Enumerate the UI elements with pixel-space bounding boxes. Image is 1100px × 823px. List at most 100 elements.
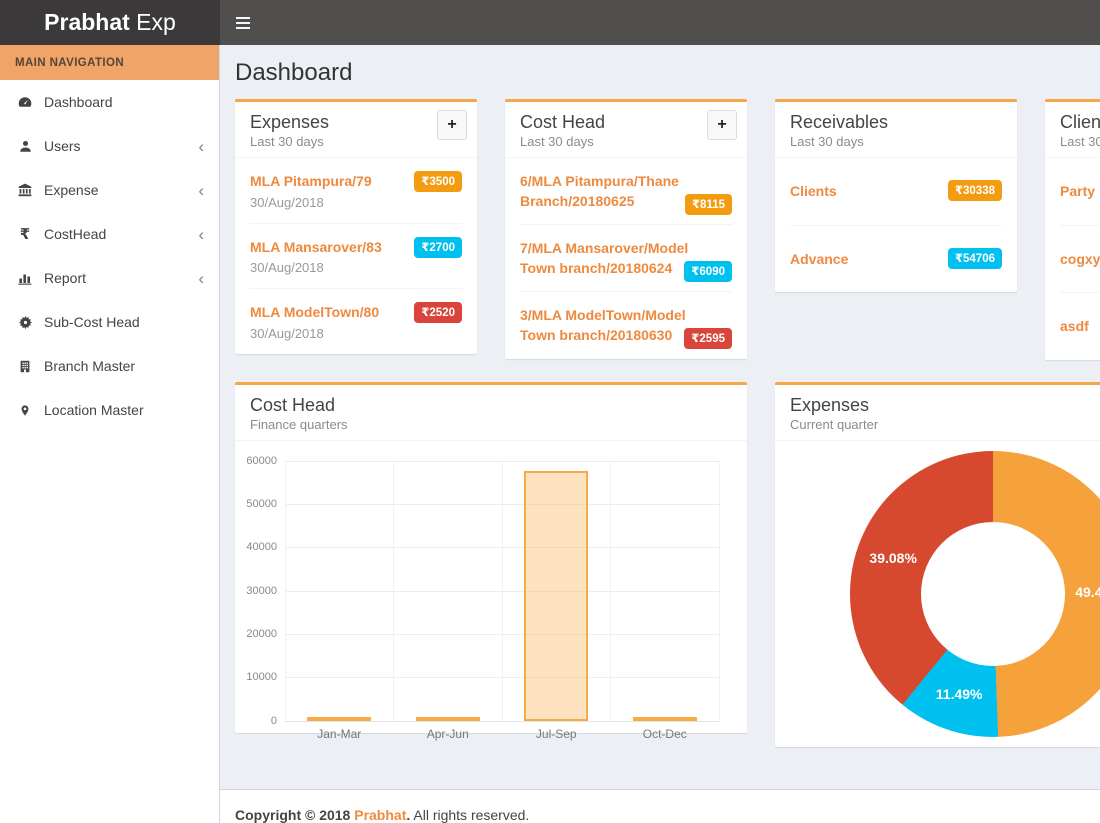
- list-item: asdf: [1060, 293, 1100, 360]
- item-link[interactable]: 6/MLA Pitampura/Thane Branch/20180625: [520, 173, 679, 209]
- bank-icon: [15, 182, 35, 198]
- card-title: Receivables: [790, 112, 889, 133]
- y-axis-tick: 20000: [246, 627, 277, 640]
- card-subtitle: Last 30 days: [1060, 134, 1100, 150]
- item-link[interactable]: MLA Mansarover/83: [250, 238, 382, 255]
- card-body: 6/MLA Pitampura/Thane Branch/20180625 ₹81…: [505, 158, 747, 359]
- item-link[interactable]: cogxyi: [1060, 250, 1100, 267]
- expenses-chart-card: Expenses Current quarter 49.43% 11.49% 39.…: [775, 381, 1100, 747]
- item-link[interactable]: 3/MLA ModelTown/Model Town branch/201806…: [520, 307, 686, 344]
- list-item: MLA ModelTown/80 30/Aug/2018 ₹2520: [250, 289, 462, 354]
- item-link[interactable]: Advance: [790, 250, 849, 267]
- item-link[interactable]: MLA ModelTown/80: [250, 304, 380, 321]
- bar-jul-sep: [524, 470, 589, 721]
- card-title: Cost Head: [250, 394, 336, 415]
- sidebar-item-costhead[interactable]: ₹ CostHead ‹: [0, 212, 219, 256]
- list-item: 6/MLA Pitampura/Thane Branch/20180625 ₹81…: [520, 158, 732, 226]
- add-button[interactable]: +: [437, 110, 467, 141]
- gridline: [501, 460, 503, 721]
- item-link[interactable]: asdf: [1060, 318, 1089, 335]
- card-subtitle: Current quarter: [790, 416, 879, 432]
- card-subtitle: Last 30 days: [250, 134, 324, 150]
- sidebar-item-location-master[interactable]: Location Master: [0, 388, 219, 432]
- sidebar-item-label: Location Master: [44, 402, 144, 418]
- chevron-left-icon: ‹: [198, 180, 204, 200]
- sidebar: MAIN NAVIGATION Dashboard Users ‹ Expense ‹ ₹…: [0, 45, 220, 823]
- y-axis-tick: 60000: [246, 454, 277, 467]
- item-link[interactable]: Party: [1060, 183, 1096, 200]
- item-link[interactable]: Clients: [790, 183, 837, 200]
- card-title: Cost Head: [520, 112, 606, 133]
- list-item: MLA Mansarover/83 30/Aug/2018 ₹2700: [250, 224, 462, 290]
- building-icon: [15, 359, 35, 374]
- sidebar-item-users[interactable]: Users ‹: [0, 124, 219, 168]
- cost-head-card: Cost Head Last 30 days +6/MLA Pitampura/Th…: [505, 99, 747, 359]
- sidebar-item-label: Branch Master: [44, 358, 136, 374]
- x-axis-label: Oct-Dec: [642, 726, 687, 741]
- gridline: [610, 460, 611, 721]
- sidebar-item-report[interactable]: Report ‹: [0, 256, 219, 300]
- bar-oct-dec: [632, 716, 697, 721]
- bar-apr-jun: [415, 716, 480, 721]
- card-title: Client Payment: [1060, 112, 1100, 133]
- sidebar-item-label: Report: [44, 270, 87, 286]
- sidebar-item-dashboard[interactable]: Dashboard: [0, 80, 219, 124]
- charts-row: Cost Head Finance quarters 0 10000 20000 30…: [235, 381, 1100, 747]
- card-header: Client PaymentLast 30 days: [1045, 102, 1100, 159]
- card-header: Expenses Current quarter: [775, 385, 1100, 441]
- sidebar-item-label: Dashboard: [44, 94, 113, 110]
- list-item: 7/MLA Mansarover/Model Town branch/20180…: [520, 225, 732, 293]
- card-header: Cost Head Finance quarters: [235, 385, 747, 441]
- list-item: cogxyi: [1060, 226, 1100, 294]
- gridline: [285, 720, 719, 722]
- client-payment-card: Client PaymentLast 30 days Party cogxyi asd…: [1045, 99, 1100, 360]
- user-icon: [15, 139, 35, 154]
- amount-badge: ₹2595: [684, 328, 732, 350]
- amount-badge: ₹3500: [414, 171, 462, 193]
- amount-badge: ₹8115: [685, 194, 732, 216]
- gridline: [284, 460, 286, 721]
- x-axis-label: Apr-Jun: [426, 726, 469, 741]
- add-button[interactable]: +: [707, 110, 737, 141]
- item-date: 30/Aug/2018: [250, 325, 324, 341]
- card-header: Receivables Last 30 days: [775, 102, 1017, 159]
- app-logo[interactable]: Prabhat Exp: [0, 0, 220, 45]
- cost-head-chart-card: Cost Head Finance quarters 0 10000 20000 30…: [235, 381, 747, 741]
- sidebar-item-sub-cost-head[interactable]: Sub-Cost Head: [0, 300, 219, 344]
- dashboard-icon: [15, 94, 35, 110]
- brand-name: Prabhat: [44, 9, 130, 35]
- item-link[interactable]: MLA Pitampura/79: [250, 173, 372, 190]
- donut-chart: 49.43% 11.49% 39.08%: [775, 441, 1100, 747]
- card-subtitle: Last 30 days: [520, 134, 594, 150]
- stat-cards-row: Expenses Last 30 days + MLA Pitampura/79 30/…: [235, 99, 1100, 360]
- card-header: Cost Head Last 30 days +: [505, 102, 747, 159]
- sidebar-item-label: Expense: [44, 182, 99, 198]
- y-axis-tick: 40000: [246, 541, 277, 554]
- card-header: Expenses Last 30 days +: [235, 102, 477, 159]
- item-link[interactable]: 7/MLA Mansarover/Model Town branch/20180…: [520, 240, 689, 276]
- card-body: Clients ₹30338 Advance ₹54706: [775, 158, 1017, 292]
- sidebar-toggle-button[interactable]: [220, 7, 266, 39]
- top-navbar: Prabhat Exp: [0, 0, 1100, 45]
- sidebar-item-expense[interactable]: Expense ‹: [0, 168, 219, 212]
- map-marker-icon: [15, 403, 35, 418]
- donut-hole: [921, 521, 1065, 666]
- sidebar-item-branch-master[interactable]: Branch Master: [0, 344, 219, 388]
- donut-ring: 49.43% 11.49% 39.08%: [850, 450, 1100, 737]
- y-axis-tick: 0: [270, 714, 277, 727]
- amount-badge: ₹54706: [948, 247, 1002, 269]
- sidebar-section-header: MAIN NAVIGATION: [0, 45, 219, 80]
- footer-brand-link[interactable]: Prabhat: [354, 806, 407, 823]
- rights-text: All rights reserved.: [413, 806, 530, 823]
- sidebar-item-label: CostHead: [44, 226, 107, 242]
- sidebar-item-label: Sub-Cost Head: [44, 314, 140, 330]
- card-body: MLA Pitampura/79 30/Aug/2018 ₹3500 MLA Mans…: [235, 158, 477, 354]
- list-item: 3/MLA ModelTown/Model Town branch/201806…: [520, 292, 732, 358]
- chevron-left-icon: ‹: [198, 136, 204, 156]
- amount-badge: ₹2700: [414, 236, 462, 258]
- slice-label: 39.08%: [869, 549, 917, 566]
- x-axis-label: Jan-Mar: [317, 726, 362, 741]
- list-item: Party: [1060, 158, 1100, 226]
- amount-badge: ₹30338: [948, 180, 1002, 202]
- chevron-left-icon: ‹: [198, 224, 204, 244]
